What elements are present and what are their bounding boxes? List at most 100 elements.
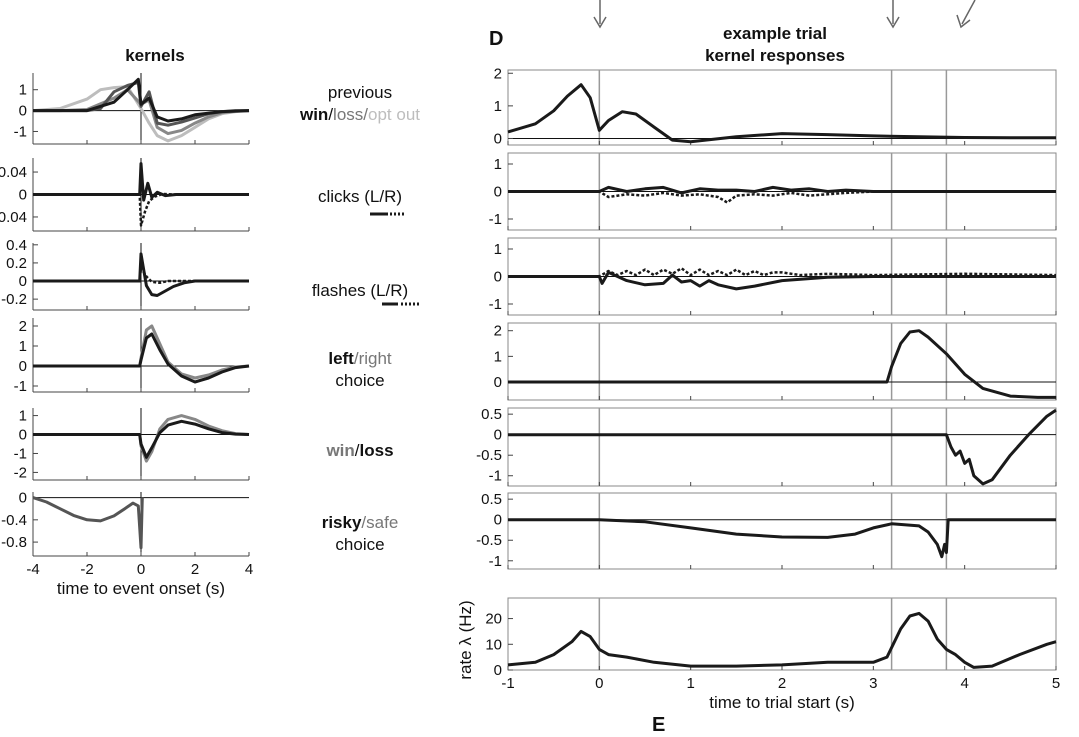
y-tick-label: 0 (494, 427, 502, 444)
label-winloss-win: win (326, 441, 355, 460)
label-previous-win: win (299, 105, 329, 124)
panel-choice: -1 0 1 2 (14, 318, 250, 395)
y-tick-label: 0 (19, 103, 27, 120)
panel-risky-choice: -0.8 -0.4 0 (1, 490, 250, 557)
label-previous-line2: win/loss/opt out (270, 104, 450, 126)
kernels-chart: -101-0.0400.04-0.200.20.4-1012-2-101-0.8… (0, 73, 253, 598)
panel-frame (507, 322, 1057, 401)
x-tick-label: -4 (26, 561, 39, 578)
y-tick-label: -1 (489, 211, 502, 228)
label-risky-sep: / (361, 513, 367, 532)
series-left (508, 185, 1056, 195)
y-tick-label: 1 (494, 156, 502, 173)
x-tick-label: 4 (960, 675, 968, 692)
y-tick-label: 10 (485, 636, 502, 653)
event-arrows (593, 0, 976, 29)
y-tick-label: 0 (494, 184, 502, 201)
y-tick-label: 0 (494, 374, 502, 391)
label-choice-right: right (358, 349, 392, 368)
label-risky-safe: safe (366, 513, 399, 532)
example-trial-chart: 012-101-101012-1-0.500.5-1-0.500.501020-… (456, 65, 1060, 712)
y-tick-label: 2 (19, 318, 27, 335)
y-tick-label: -0.4 (1, 512, 27, 529)
y-tick-label: 0.2 (6, 255, 27, 272)
y-tick-label: -1 (14, 378, 27, 395)
label-previous-optout: opt out (368, 105, 421, 124)
y-tick-label: -0.8 (1, 534, 27, 551)
x-tick-label: -1 (501, 675, 514, 692)
label-risky-line2: choice (335, 535, 385, 554)
arrow-trial-start-head (593, 16, 607, 29)
x-tick-label: 2 (191, 561, 199, 578)
y-tick-label: -1 (14, 123, 27, 140)
example-trial-title-line2: kernel responses (705, 46, 845, 65)
arrow-choice-head (886, 16, 900, 29)
y-tick-label: -0.5 (476, 532, 502, 549)
label-risky-risky: risky (321, 513, 362, 532)
clicks-legend (370, 212, 406, 216)
y-tick-label: 0 (19, 358, 27, 375)
series-rate (507, 611, 1057, 669)
x-tick-label: 3 (869, 675, 877, 692)
y-tick-label: 1 (19, 82, 27, 99)
label-flashes: flashes (L/R) (311, 281, 409, 300)
y-tick-label: 2 (494, 65, 502, 82)
panel-previous-outcome: -1 0 1 (14, 73, 250, 145)
label-previous-loss: loss (333, 105, 364, 124)
series-right (33, 266, 249, 285)
x-tick-label: 5 (1052, 675, 1060, 692)
x-tick-label: -2 (80, 561, 93, 578)
y-tick-label: -1 (14, 445, 27, 462)
y-tick-label: -1 (489, 468, 502, 485)
y-tick-label: 0 (494, 269, 502, 286)
panel-outcome: -1 -0.5 0 0.5 (476, 406, 1057, 487)
panel-flashes: -0.200.20.4 (1, 237, 250, 311)
y-tick-label: 0 (494, 130, 502, 147)
x-tick-label: 4 (245, 561, 253, 578)
x-tick-label: 0 (595, 675, 603, 692)
label-previous-sep1: / (328, 105, 334, 124)
y-tick-label: 0 (19, 490, 27, 507)
series-left (33, 332, 250, 384)
label-risky-line1: risky/safe (270, 512, 450, 534)
label-choice-line2: choice (335, 371, 385, 390)
series-right (508, 190, 1056, 204)
example-trial-title-line1: example trial (723, 24, 827, 43)
y-tick-label: 0 (494, 512, 502, 529)
panel-previous-outcome: 0 1 2 (494, 65, 1057, 147)
y-tick-label: 0.4 (6, 237, 27, 254)
y-tick-label: 0 (19, 427, 27, 444)
panel-letter-d: D (489, 28, 504, 50)
y-tick-label: 20 (485, 611, 502, 628)
series-right (33, 192, 249, 227)
panel-clicks: -1 0 1 (489, 152, 1057, 231)
y-tick-label: 0.04 (0, 164, 27, 181)
y-tick-label: 1 (19, 408, 27, 425)
y-tick-label: -0.2 (1, 291, 27, 308)
label-previous-sep2: / (363, 105, 369, 124)
label-risky-choice: risky/safe choice (270, 512, 450, 556)
panel-rate: 0 10 20 (485, 597, 1057, 679)
label-choice-sep: / (353, 349, 359, 368)
y-tick-label: 0.5 (481, 406, 502, 423)
label-previous-outcome: previous win/loss/opt out (270, 82, 450, 126)
series-response (507, 83, 1056, 144)
y-tick-label: 1 (494, 241, 502, 258)
y-tick-label: -0.04 (0, 209, 27, 226)
arrow-outcome-head (956, 14, 971, 29)
y-tick-label: -1 (489, 553, 502, 570)
example-trial-title: example trial kernel responses (660, 23, 890, 67)
y-tick-label: -0.5 (476, 447, 502, 464)
series-mean (33, 77, 250, 123)
panel-outcome: -2 -10 1 (14, 408, 250, 481)
label-choice-line1: left/right (270, 348, 450, 370)
x-axis-label: time to trial start (s) (709, 693, 854, 712)
panel-letter-e: E (652, 714, 666, 736)
label-winloss-loss: loss (359, 441, 394, 460)
rate-y-axis-label: rate λ (Hz) (456, 600, 475, 679)
label-winloss-sep: / (354, 441, 360, 460)
panel-clicks: -0.04 0 0.04 (0, 158, 250, 232)
y-tick-label: 0 (19, 273, 27, 290)
series-risky (32, 496, 144, 550)
kernels-title: kernels (125, 46, 185, 65)
